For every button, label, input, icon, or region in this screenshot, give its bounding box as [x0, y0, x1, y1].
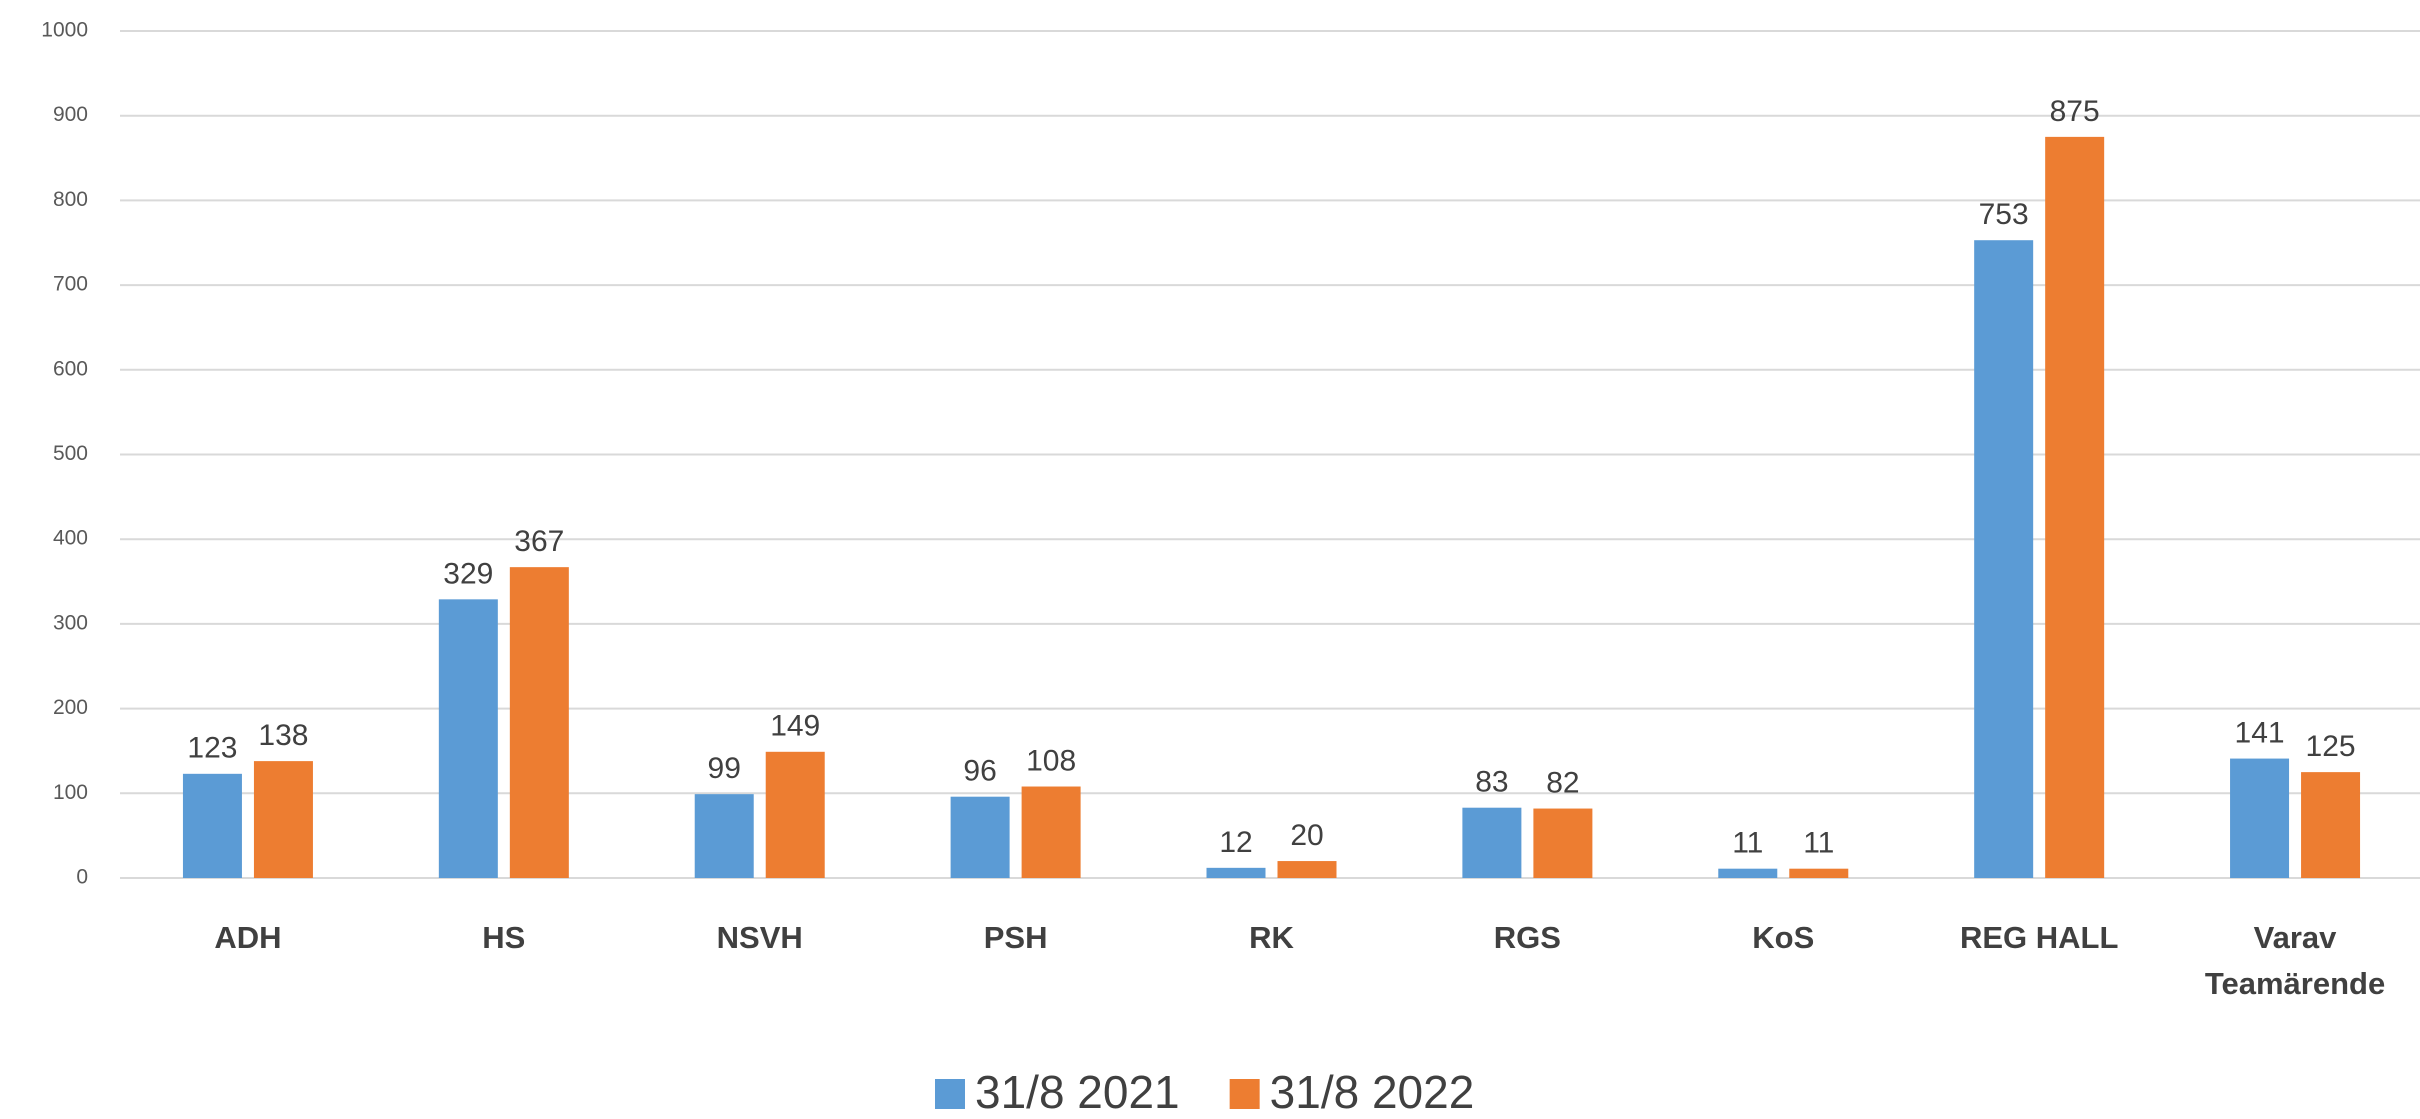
- bar: [1974, 240, 2034, 879]
- bar: [253, 761, 313, 878]
- x-tick-label: RK: [1249, 920, 1294, 955]
- y-tick-label: 600: [53, 357, 88, 380]
- data-label: 96: [963, 755, 996, 788]
- y-tick-label: 200: [53, 696, 88, 719]
- legend-label: 31/8 2022: [1270, 1066, 1475, 1118]
- data-label: 99: [708, 752, 741, 785]
- legend-label: 31/8 2021: [975, 1066, 1180, 1118]
- y-tick-label: 400: [53, 527, 88, 550]
- data-label: 11: [1732, 827, 1763, 860]
- x-tick-label: RGS: [1493, 920, 1561, 955]
- bar: [1021, 786, 1081, 878]
- bar: [1789, 868, 1849, 878]
- y-tick-label: 1000: [41, 19, 88, 42]
- x-tick-label: REG HALL: [1959, 920, 2119, 955]
- data-label: 138: [258, 719, 308, 752]
- legend-swatch: [1229, 1079, 1260, 1109]
- x-tick-label: Varav Teamärende: [2204, 920, 2386, 1001]
- y-tick-label: 500: [53, 442, 88, 465]
- data-label: 753: [1979, 198, 2029, 231]
- bar: [2301, 772, 2361, 878]
- data-label: 141: [2235, 716, 2285, 749]
- data-label: 11: [1803, 827, 1834, 860]
- x-tick-label: ADH: [214, 920, 282, 955]
- data-label: 83: [1475, 766, 1508, 799]
- data-label: 20: [1290, 819, 1323, 852]
- data-label: 329: [443, 557, 493, 590]
- data-label: 875: [2050, 95, 2100, 128]
- x-tick-label: NSVH: [716, 920, 803, 955]
- bar: [182, 773, 242, 878]
- y-tick-label: 900: [53, 103, 88, 126]
- bar: [1206, 867, 1266, 878]
- bar: [694, 794, 754, 878]
- y-tick-label: 800: [53, 188, 88, 211]
- bar: [438, 599, 498, 878]
- x-tick-label: PSH: [983, 920, 1048, 955]
- x-tick-label: KoS: [1752, 920, 1815, 955]
- bar: [2045, 136, 2105, 878]
- bar: [1462, 807, 1522, 878]
- bar: [1533, 808, 1593, 878]
- data-label: 367: [514, 525, 564, 558]
- data-label: 149: [770, 710, 820, 743]
- data-label: 82: [1546, 766, 1579, 799]
- data-label: 12: [1219, 826, 1252, 859]
- legend-swatch: [935, 1079, 965, 1109]
- data-label: 125: [2306, 730, 2356, 763]
- bar: [1277, 861, 1337, 878]
- y-tick-label: 100: [53, 781, 88, 804]
- y-tick-label: 700: [53, 273, 88, 296]
- y-tick-label: 0: [76, 866, 88, 889]
- bar: [765, 751, 825, 878]
- bar: [1718, 868, 1778, 878]
- y-tick-label: 300: [53, 611, 88, 634]
- bar: [509, 567, 569, 878]
- data-label: 108: [1026, 744, 1076, 777]
- bar: [950, 796, 1010, 878]
- x-tick-label: HS: [482, 920, 526, 955]
- bar: [2230, 758, 2290, 878]
- data-label: 123: [187, 732, 237, 765]
